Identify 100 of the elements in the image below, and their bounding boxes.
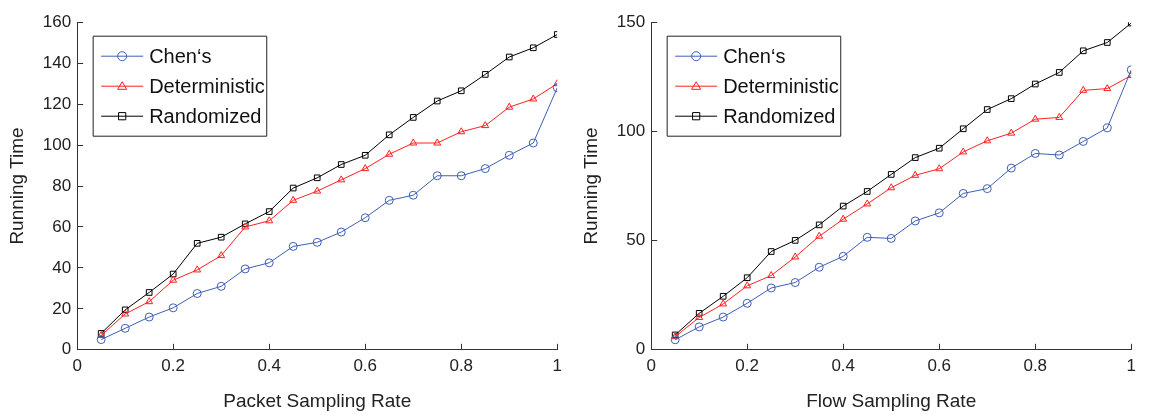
point (337, 161, 345, 168)
point (504, 150, 514, 160)
point (1103, 84, 1112, 92)
y-tick-label: 80 (52, 175, 72, 195)
point (217, 251, 226, 259)
point (96, 335, 106, 345)
point (409, 114, 417, 121)
y-tick-label: 60 (52, 216, 72, 236)
y-tick-label: 50 (626, 230, 646, 250)
point (982, 184, 992, 194)
point (193, 265, 202, 273)
point (409, 138, 418, 146)
point (1054, 150, 1064, 160)
point (144, 312, 154, 322)
point (529, 44, 537, 52)
point (289, 195, 298, 203)
point (1103, 39, 1111, 46)
point (814, 262, 824, 272)
point (839, 214, 848, 222)
point (838, 251, 848, 261)
point (361, 164, 370, 172)
point (312, 237, 322, 247)
point (863, 199, 872, 207)
y-tick-label: 100 (616, 121, 646, 141)
legend-label: Chen‘s (149, 44, 212, 67)
point (1079, 47, 1087, 55)
point (169, 275, 178, 283)
point (743, 274, 751, 282)
point (216, 281, 226, 291)
x-tick-label: 1 (552, 355, 563, 375)
point (1031, 80, 1039, 88)
point (862, 232, 872, 242)
x-tick-label: 0.8 (1023, 355, 1048, 375)
point (935, 144, 943, 152)
point (217, 233, 225, 241)
x-tick-label: 0.6 (353, 355, 378, 375)
point (120, 323, 130, 333)
y-tick-label: 120 (42, 93, 72, 113)
point (457, 127, 466, 135)
y-axis-title: Running Time (579, 127, 601, 245)
point (481, 71, 489, 78)
point (742, 298, 752, 308)
point (815, 231, 824, 239)
point (265, 216, 274, 224)
point (456, 171, 466, 181)
point (790, 278, 800, 288)
y-tick-label: 140 (42, 52, 72, 72)
y-tick-label: 150 (616, 11, 646, 31)
x-axis-title: Flow Sampling Rate (806, 389, 977, 411)
x-tick-label: 0.2 (735, 355, 760, 375)
point (911, 154, 919, 161)
x-tick-label: 0.4 (831, 355, 856, 375)
point (959, 147, 968, 155)
point (433, 138, 442, 146)
point (288, 241, 298, 251)
point (481, 121, 490, 129)
point (313, 186, 322, 194)
point (983, 106, 991, 113)
point (1055, 69, 1063, 76)
point (480, 164, 490, 174)
legend-label: Randomized (723, 104, 836, 127)
x-tick-label: 0.4 (257, 355, 282, 375)
x-tick-label: 0.8 (449, 355, 474, 375)
x-tick-label: 1 (1126, 355, 1137, 375)
point (505, 102, 514, 110)
point (983, 136, 992, 144)
legend-label: Deterministic (149, 74, 265, 97)
legend-label: Chen‘s (723, 44, 786, 67)
point (264, 258, 274, 268)
point (168, 303, 178, 313)
x-tick-label: 0.6 (927, 355, 952, 375)
point (432, 171, 442, 181)
point (767, 248, 775, 255)
point (887, 183, 896, 191)
point (336, 227, 346, 237)
point (719, 299, 728, 307)
point (910, 216, 920, 226)
point (694, 322, 704, 332)
y-tick-label: 0 (61, 339, 72, 359)
point (743, 281, 752, 289)
point (361, 151, 369, 159)
point (958, 188, 968, 198)
point (935, 164, 944, 172)
point (911, 170, 920, 178)
y-tick-label: 20 (52, 298, 72, 318)
legend-label: Randomized (149, 104, 262, 127)
point (1031, 114, 1040, 122)
legend-label: Deterministic (723, 74, 839, 97)
point (1079, 85, 1088, 93)
point (529, 94, 538, 102)
point (1006, 163, 1016, 173)
point (145, 297, 154, 305)
point (433, 97, 441, 105)
point (959, 125, 967, 133)
point (1030, 148, 1040, 158)
point (1055, 112, 1064, 120)
y-tick-label: 160 (42, 11, 72, 31)
point (863, 188, 871, 195)
point (815, 221, 823, 229)
x-axis-title: Packet Sampling Rate (223, 389, 412, 411)
